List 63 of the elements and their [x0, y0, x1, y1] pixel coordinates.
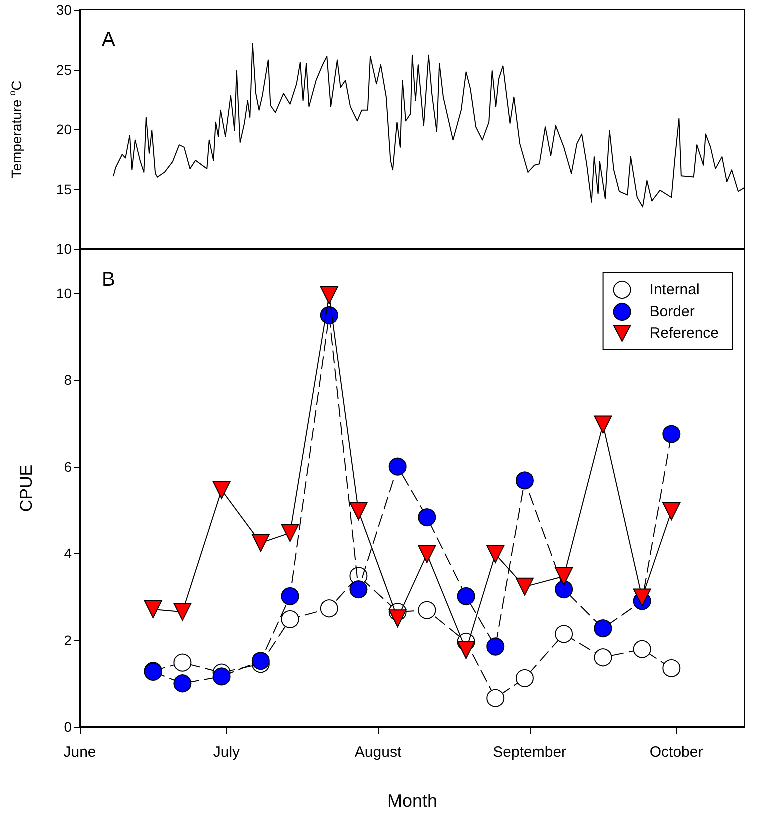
- y-tick-label: 4: [64, 546, 72, 562]
- point: [174, 654, 192, 672]
- point: [281, 610, 300, 628]
- y-tick-label: 8: [64, 372, 72, 388]
- point: [252, 652, 270, 670]
- x-tick-label: June: [64, 744, 96, 761]
- y-tick-label: 6: [64, 458, 72, 475]
- point: [486, 689, 505, 708]
- point: [281, 524, 300, 542]
- point: [594, 648, 612, 667]
- point: [555, 580, 574, 599]
- point: [633, 588, 652, 607]
- point: [350, 580, 368, 599]
- x-tick-label: October: [650, 744, 704, 761]
- point: [457, 587, 476, 606]
- point: [516, 472, 534, 490]
- point: [350, 502, 368, 520]
- annotation: A: [102, 29, 116, 51]
- y-tick-label: 0: [64, 719, 72, 735]
- legend-label: Internal: [650, 282, 700, 298]
- x-tick-label: July: [213, 744, 241, 761]
- point: [212, 668, 231, 686]
- point: [281, 587, 300, 606]
- point: [418, 508, 436, 527]
- point: [212, 481, 231, 500]
- point: [457, 641, 476, 660]
- point: [516, 578, 534, 596]
- point: [388, 610, 407, 628]
- point: [633, 640, 652, 658]
- point: [555, 568, 574, 586]
- point: [418, 545, 436, 564]
- point: [516, 669, 534, 688]
- legend-label: Border: [650, 304, 695, 320]
- point: [418, 601, 436, 620]
- point: [662, 425, 681, 444]
- y-axis-title: CPUE: [17, 464, 36, 512]
- point: [555, 625, 574, 644]
- y-tick-label: 15: [56, 181, 72, 198]
- x-axis-title: Month: [387, 791, 438, 811]
- annotation: B: [102, 269, 116, 291]
- point: [662, 659, 681, 678]
- y-tick-label: 25: [56, 62, 72, 78]
- point: [174, 674, 192, 693]
- point: [594, 416, 612, 434]
- y-tick-label: 20: [56, 122, 72, 138]
- point: [320, 286, 338, 305]
- y-tick-label: 10: [56, 285, 72, 302]
- point: [594, 620, 612, 638]
- legend-label: Reference: [650, 325, 720, 342]
- point: [144, 600, 162, 618]
- point: [388, 458, 407, 476]
- point: [320, 600, 338, 618]
- y-axis-title: Temperature oC: [8, 80, 24, 178]
- y-tick-label: 2: [64, 632, 72, 648]
- point: [662, 502, 681, 520]
- point: [486, 638, 505, 656]
- point: [486, 545, 505, 564]
- y-tick-label: 30: [56, 2, 72, 18]
- point: [174, 603, 192, 622]
- y-tick-label: 10: [56, 241, 72, 257]
- x-tick-label: September: [493, 744, 567, 761]
- x-tick-label: August: [354, 744, 402, 761]
- point: [252, 534, 270, 552]
